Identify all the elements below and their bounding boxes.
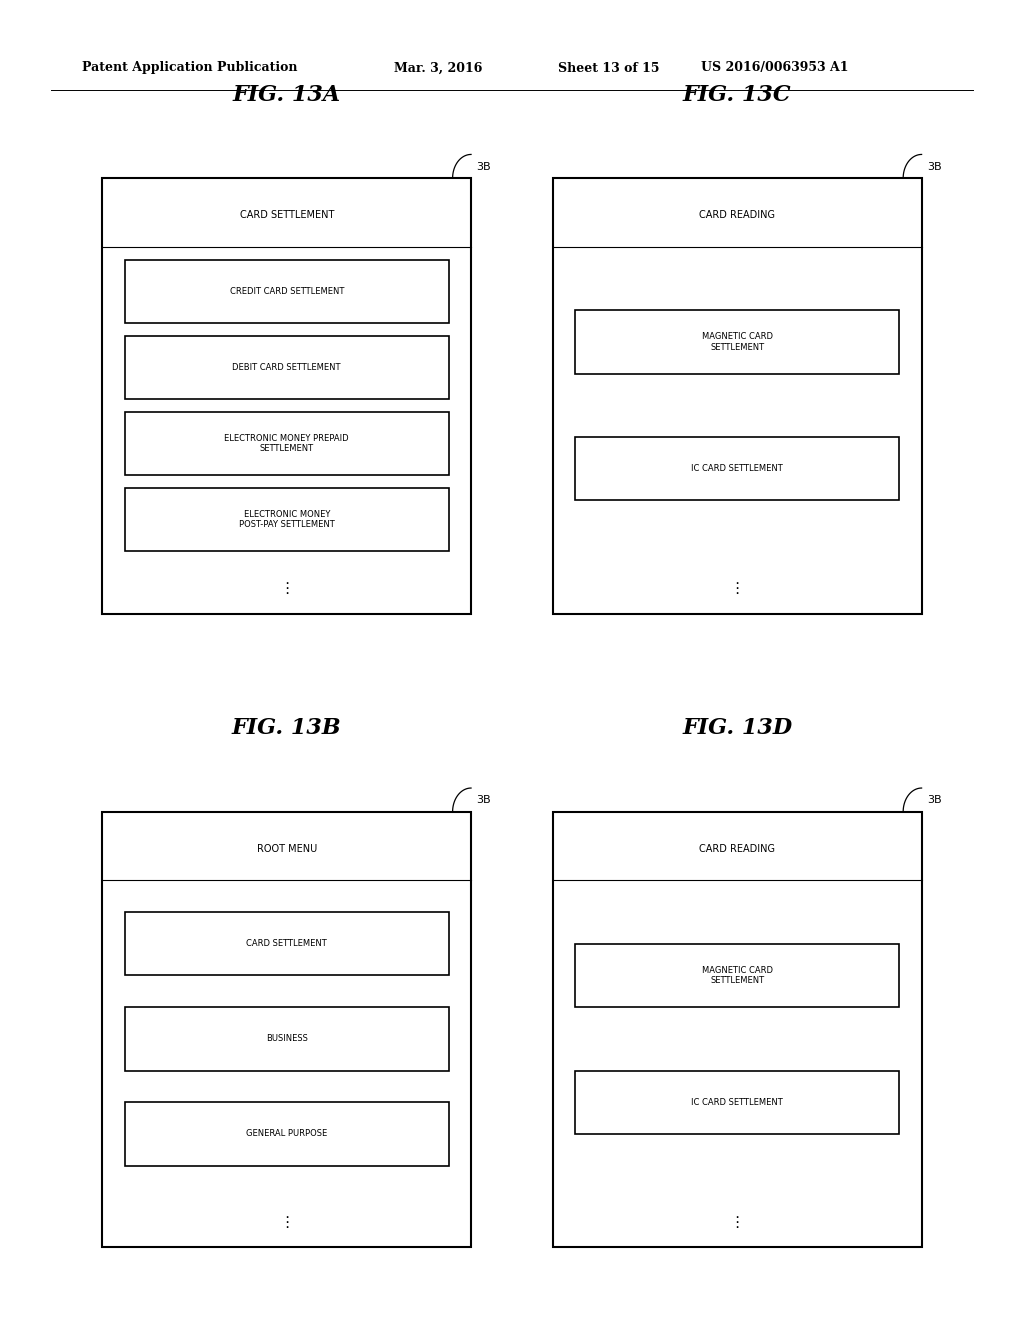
Text: CARD READING: CARD READING [699, 843, 775, 854]
Text: BUSINESS: BUSINESS [266, 1035, 307, 1043]
Bar [125, 912, 449, 975]
Text: 3B: 3B [476, 161, 490, 172]
Bar [102, 178, 471, 614]
Text: ROOT MENU: ROOT MENU [257, 843, 316, 854]
Bar [575, 310, 899, 374]
Text: ELECTRONIC MONEY PREPAID
SETTLEMENT: ELECTRONIC MONEY PREPAID SETTLEMENT [224, 433, 349, 453]
Bar [553, 812, 922, 1247]
Text: MAGNETIC CARD
SETTLEMENT: MAGNETIC CARD SETTLEMENT [701, 333, 773, 351]
Text: FIG. 13B: FIG. 13B [231, 717, 342, 739]
Text: ⋮: ⋮ [730, 1214, 744, 1230]
Bar [575, 437, 899, 500]
Text: CARD SETTLEMENT: CARD SETTLEMENT [240, 210, 334, 220]
Text: GENERAL PURPOSE: GENERAL PURPOSE [246, 1130, 328, 1138]
Bar [125, 1102, 449, 1166]
Bar [125, 487, 449, 550]
Bar [575, 944, 899, 1007]
Text: Sheet 13 of 15: Sheet 13 of 15 [558, 62, 659, 74]
Bar [125, 1007, 449, 1071]
Text: 3B: 3B [927, 161, 941, 172]
Bar [125, 335, 449, 399]
Text: CARD SETTLEMENT: CARD SETTLEMENT [247, 940, 327, 948]
Text: DEBIT CARD SETTLEMENT: DEBIT CARD SETTLEMENT [232, 363, 341, 372]
Text: ⋮: ⋮ [280, 581, 294, 597]
Text: MAGNETIC CARD
SETTLEMENT: MAGNETIC CARD SETTLEMENT [701, 966, 773, 985]
Text: IC CARD SETTLEMENT: IC CARD SETTLEMENT [691, 1098, 783, 1106]
Text: US 2016/0063953 A1: US 2016/0063953 A1 [701, 62, 849, 74]
Bar [575, 1071, 899, 1134]
Text: ELECTRONIC MONEY
POST-PAY SETTLEMENT: ELECTRONIC MONEY POST-PAY SETTLEMENT [239, 510, 335, 529]
Text: FIG. 13A: FIG. 13A [232, 83, 341, 106]
Text: ⋮: ⋮ [730, 581, 744, 597]
Text: ⋮: ⋮ [280, 1214, 294, 1230]
Text: 3B: 3B [476, 795, 490, 805]
Bar [553, 178, 922, 614]
Text: Patent Application Publication: Patent Application Publication [82, 62, 297, 74]
Text: Mar. 3, 2016: Mar. 3, 2016 [394, 62, 482, 74]
Text: FIG. 13D: FIG. 13D [682, 717, 793, 739]
Text: 3B: 3B [927, 795, 941, 805]
Text: FIG. 13C: FIG. 13C [683, 83, 792, 106]
Text: IC CARD SETTLEMENT: IC CARD SETTLEMENT [691, 465, 783, 473]
Text: CREDIT CARD SETTLEMENT: CREDIT CARD SETTLEMENT [229, 286, 344, 296]
Bar [125, 260, 449, 323]
Bar [125, 412, 449, 475]
Bar [102, 812, 471, 1247]
Text: CARD READING: CARD READING [699, 210, 775, 220]
